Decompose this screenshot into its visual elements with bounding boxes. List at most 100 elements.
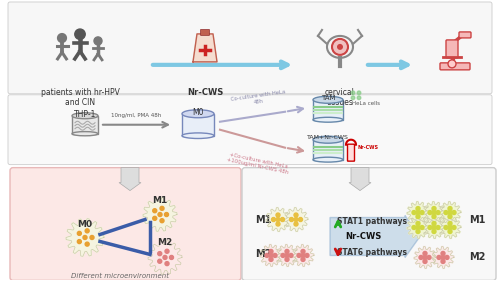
Circle shape	[285, 250, 289, 253]
Polygon shape	[407, 217, 429, 239]
Circle shape	[164, 212, 168, 217]
Circle shape	[276, 217, 280, 221]
Circle shape	[85, 229, 89, 233]
Ellipse shape	[313, 136, 343, 143]
Circle shape	[423, 251, 427, 255]
Polygon shape	[439, 201, 461, 223]
Text: Nr-CWS: Nr-CWS	[345, 232, 382, 241]
Circle shape	[351, 96, 355, 99]
Circle shape	[412, 210, 416, 214]
Text: THP-1: THP-1	[74, 110, 96, 119]
Polygon shape	[292, 244, 314, 266]
Polygon shape	[148, 241, 182, 274]
Circle shape	[165, 249, 169, 253]
Circle shape	[285, 257, 289, 261]
Circle shape	[78, 240, 82, 244]
Circle shape	[432, 207, 436, 210]
Circle shape	[269, 257, 273, 261]
FancyBboxPatch shape	[72, 116, 98, 134]
Polygon shape	[432, 246, 454, 268]
Circle shape	[94, 37, 102, 45]
Circle shape	[351, 91, 355, 95]
Circle shape	[90, 235, 94, 239]
Circle shape	[445, 255, 449, 259]
Circle shape	[158, 212, 162, 217]
Circle shape	[427, 255, 431, 259]
Polygon shape	[193, 34, 217, 62]
Circle shape	[436, 210, 440, 214]
Ellipse shape	[313, 157, 343, 162]
Circle shape	[416, 214, 420, 219]
Circle shape	[75, 29, 85, 39]
Polygon shape	[260, 244, 282, 266]
Text: Nr-CWS: Nr-CWS	[358, 145, 379, 150]
Circle shape	[269, 250, 273, 253]
Circle shape	[305, 253, 309, 257]
Circle shape	[85, 242, 89, 246]
FancyBboxPatch shape	[348, 144, 354, 161]
Circle shape	[432, 214, 436, 219]
Circle shape	[441, 251, 445, 255]
Circle shape	[357, 96, 361, 99]
Circle shape	[165, 262, 169, 266]
Text: M1: M1	[255, 214, 272, 225]
Circle shape	[432, 230, 436, 234]
Polygon shape	[414, 246, 436, 268]
Text: TAM: TAM	[321, 95, 335, 101]
Circle shape	[357, 91, 361, 95]
Circle shape	[58, 34, 66, 42]
Ellipse shape	[72, 113, 98, 119]
Circle shape	[301, 250, 305, 253]
Circle shape	[332, 39, 348, 55]
Circle shape	[298, 217, 302, 221]
Circle shape	[420, 226, 424, 230]
Circle shape	[412, 226, 416, 230]
Text: M2: M2	[158, 239, 172, 248]
Polygon shape	[423, 201, 445, 223]
Circle shape	[448, 221, 452, 226]
Ellipse shape	[313, 117, 343, 122]
Circle shape	[416, 230, 420, 234]
Circle shape	[416, 221, 420, 226]
Circle shape	[281, 253, 285, 257]
Circle shape	[428, 226, 432, 230]
Text: TAM+Nr-CWS: TAM+Nr-CWS	[307, 135, 349, 140]
Circle shape	[285, 253, 289, 257]
FancyBboxPatch shape	[8, 95, 492, 165]
Circle shape	[280, 217, 284, 221]
Circle shape	[416, 226, 420, 230]
Circle shape	[276, 222, 280, 226]
Text: HeLa cells: HeLa cells	[352, 101, 380, 106]
Circle shape	[294, 217, 298, 221]
Circle shape	[160, 219, 164, 223]
Text: M1: M1	[152, 196, 168, 205]
Circle shape	[416, 207, 420, 210]
Circle shape	[297, 253, 301, 257]
Circle shape	[448, 214, 452, 219]
Circle shape	[420, 210, 424, 214]
Text: M0: M0	[192, 108, 204, 117]
Circle shape	[448, 207, 452, 210]
Ellipse shape	[327, 36, 353, 58]
Polygon shape	[276, 244, 298, 266]
FancyBboxPatch shape	[313, 100, 343, 120]
Circle shape	[423, 259, 427, 263]
Circle shape	[269, 253, 273, 257]
Circle shape	[273, 253, 277, 257]
Circle shape	[152, 216, 156, 220]
FancyBboxPatch shape	[440, 63, 470, 70]
Circle shape	[289, 253, 293, 257]
Circle shape	[419, 255, 423, 259]
Ellipse shape	[72, 132, 98, 136]
Text: STAT1 pathways: STAT1 pathways	[337, 217, 407, 226]
Text: M2: M2	[255, 250, 272, 259]
Polygon shape	[407, 201, 429, 223]
FancyArrow shape	[330, 216, 420, 257]
FancyBboxPatch shape	[313, 140, 343, 160]
Circle shape	[448, 230, 452, 234]
Circle shape	[441, 259, 445, 263]
Text: M1: M1	[468, 214, 485, 225]
Text: Nr-CWS: Nr-CWS	[187, 88, 223, 97]
Circle shape	[337, 44, 343, 50]
Circle shape	[152, 209, 156, 213]
